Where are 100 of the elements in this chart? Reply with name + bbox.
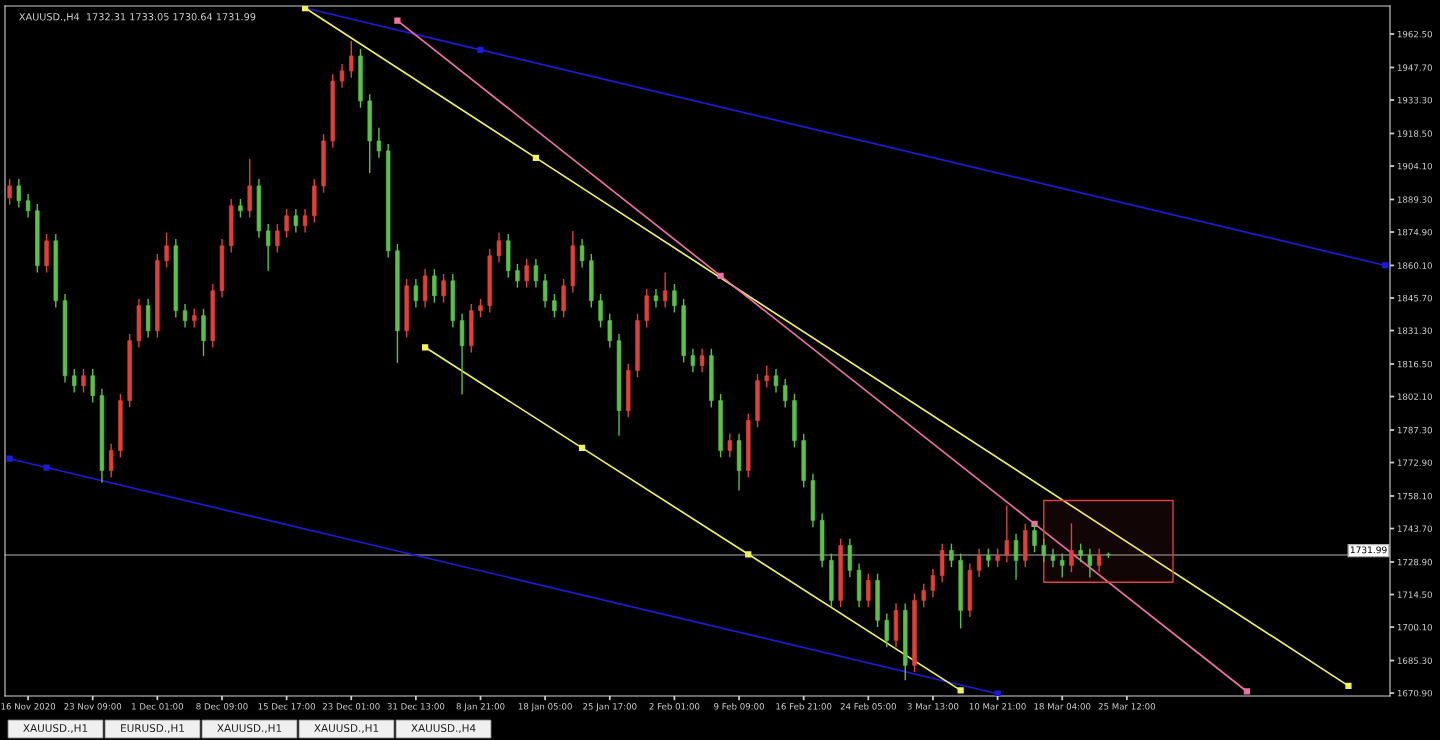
point [578,444,586,451]
candlestick [413,278,419,309]
candlestick [1050,547,1056,568]
candlestick [727,433,733,459]
candlestick [783,378,788,409]
y-tick-label: 1947.70 [1397,64,1432,71]
y-tick-label: 1728.90 [1397,558,1432,566]
candlestick [432,268,437,304]
candlestick [1041,538,1046,563]
candlestick [1032,523,1037,553]
x-tick-label: 8 Jan 21:00 [456,703,505,712]
point [1382,262,1389,269]
x-tick-label: 8 Dec 09:00 [196,703,248,710]
candlestick [72,368,77,394]
candlestick [866,573,871,608]
candlestick [690,348,696,374]
y-tick-label: 1802.10 [1397,393,1432,400]
point [6,455,13,462]
text: EURUSD.,H1 [121,724,184,734]
candlestick [376,127,382,159]
y-tick-label: 1918.50 [1397,130,1432,137]
candlestick [515,263,520,289]
y-tick-label: 1904.10 [1397,162,1432,170]
candlestick [90,368,95,404]
text: XAUUSD.,H1 [23,724,88,734]
candlestick [662,271,668,309]
point [1031,520,1038,527]
candlestick [496,231,502,264]
candlestick [192,308,197,329]
candlestick [25,193,31,219]
point [421,344,429,351]
point [957,687,964,694]
x-tick-label: 23 Dec 01:00 [322,703,380,710]
x-tick-label: 24 Feb 05:00 [840,702,896,710]
y-tick-label: 1758.10 [1397,492,1432,500]
candlestick [699,348,705,374]
candlestick [108,443,114,478]
candlestick [533,258,539,289]
point [43,464,50,471]
candlestick [552,293,557,319]
point [994,690,1001,696]
y-tick-label: 1874.90 [1397,228,1432,236]
candlestick [1004,504,1010,563]
x-tick-label: 16 Nov 2020 [1,703,56,710]
candlestick [349,40,354,79]
ref-line-label: 1731.99 [1350,546,1387,554]
y-tick-label: 1860.10 [1397,262,1432,269]
candlestick [182,303,188,329]
y-tick-label: 1962.50 [1397,30,1432,38]
y-tick-label: 1889.30 [1397,196,1432,203]
y-tick-label: 1845.70 [1397,294,1432,302]
x-tick-label: 18 Jan 05:00 [518,703,572,712]
y-tick-label: 1831.30 [1397,327,1432,334]
candlestick [441,273,446,304]
candlestick [164,231,169,269]
y-tick-label: 1700.10 [1397,623,1432,631]
candlestick [598,293,603,329]
y-tick-label: 1743.70 [1397,525,1432,532]
candlestick [930,568,936,598]
candlestick [653,288,659,309]
y-tick-label: 1670.90 [1397,689,1432,697]
candlestick [524,258,529,289]
candlestick [1096,547,1102,573]
point [477,46,484,53]
x-tick-label: 31 Dec 13:00 [387,703,445,710]
candlestick [1060,552,1065,579]
candlestick [764,364,769,389]
candlestick [884,612,889,648]
candlestick [275,223,280,254]
x-tick-label: 16 Feb 21:00 [776,702,832,710]
x-tick-label: 2 Feb 01:00 [649,702,700,710]
candlestick [1087,547,1093,579]
point [717,272,724,279]
y-tick-label: 1714.50 [1397,591,1432,598]
x-tick-label: 25 Jan 17:00 [583,703,637,712]
x-tick-label: 9 Feb 09:00 [714,702,764,710]
text: XAUUSD.,H4 [411,724,476,734]
x-tick-label: 3 Mar 13:00 [907,703,959,710]
candlestick [1078,542,1083,563]
candlestick [607,313,612,349]
point [1345,682,1352,689]
candlestick [579,238,585,269]
candlestick [265,223,271,272]
point [394,17,401,24]
candlestick [293,208,299,234]
y-tick-label: 1772.90 [1397,459,1432,466]
x-tick-label: 15 Dec 17:00 [258,703,315,710]
candlestick [238,198,243,219]
candlestick [1069,522,1074,573]
point [1243,688,1251,695]
candlestick [542,273,548,309]
candlestick [284,208,289,239]
point [532,154,540,162]
candlestick [16,178,22,209]
candlestick [302,208,308,234]
candlestick [339,63,345,89]
point [745,551,752,558]
candlestick [773,368,779,394]
text: XAUUSD.,H1 [314,724,379,734]
candlestick [976,547,982,578]
